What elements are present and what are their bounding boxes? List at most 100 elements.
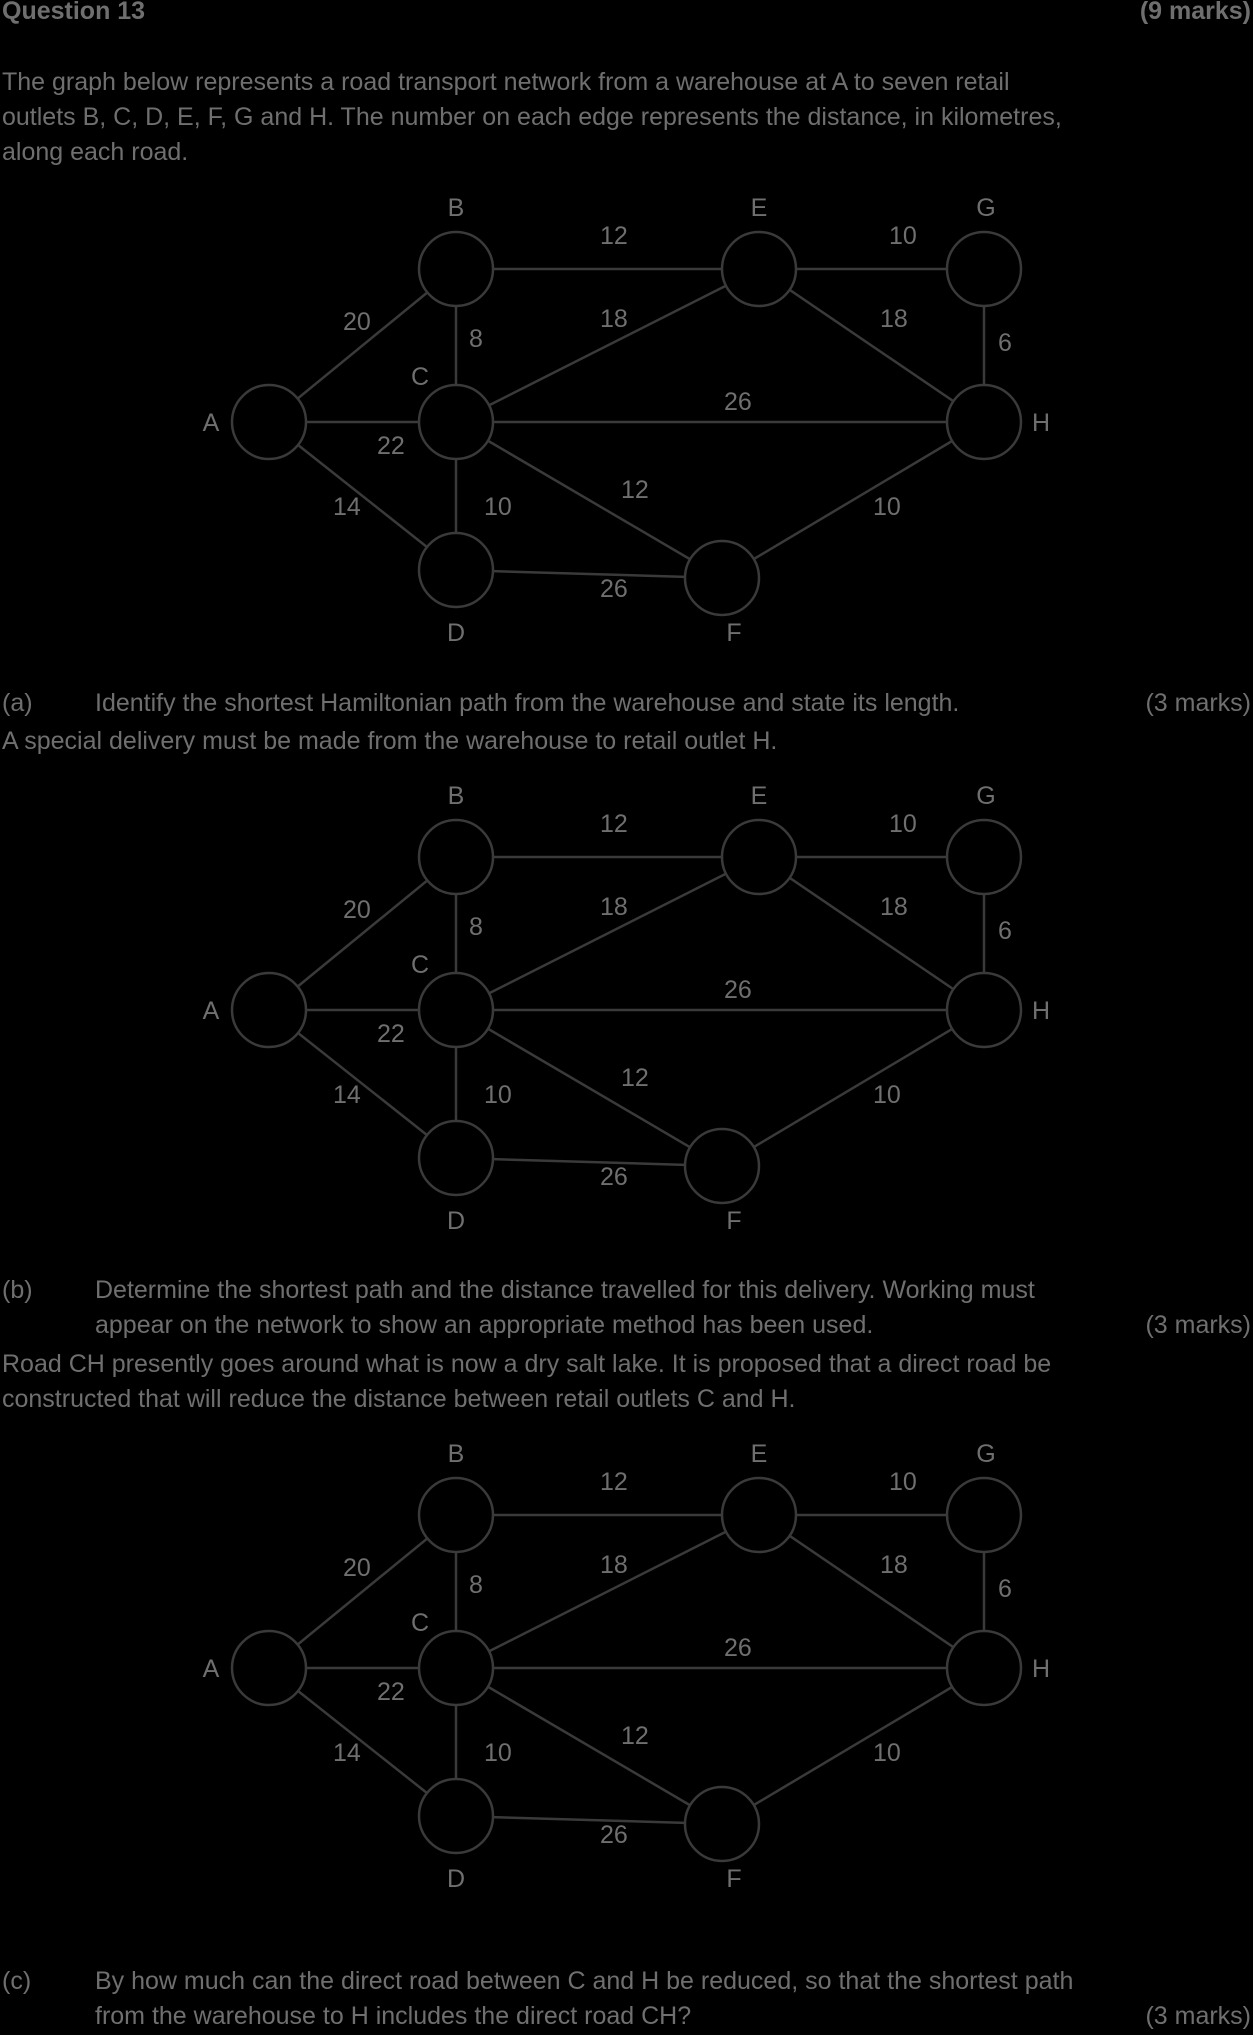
graph2-edge-ab [268, 856, 457, 1011]
graph2-node-label-f: F [726, 1207, 741, 1235]
graph3-edge-weight-ch: 26 [724, 1634, 752, 1662]
graph2-edge-fh [721, 1008, 985, 1168]
graph2-node-e [720, 818, 798, 896]
graph3-node-label-c: C [411, 1609, 429, 1637]
graph1-edge-weight-eg: 10 [889, 222, 917, 250]
graph1-node-label-h: H [1032, 409, 1050, 437]
intro-line-3: along each road. [2, 138, 189, 166]
graph3-node-h [945, 1629, 1023, 1707]
graph3-node-label-a: A [203, 1655, 220, 1683]
graph2-node-a [230, 971, 308, 1049]
graph1-edge-fh [721, 420, 985, 580]
graph2-node-label-d: D [447, 1207, 465, 1235]
graph3-node-label-b: B [448, 1440, 465, 1468]
graph2-node-label-a: A [203, 997, 220, 1025]
graph2-edge-weight-ad: 14 [333, 1081, 361, 1109]
graph1-edge-eh [758, 267, 985, 424]
part-a-marks: (3 marks) [1145, 689, 1251, 717]
graph3-edge-weight-cd: 10 [484, 1739, 512, 1767]
part-c-marks: (3 marks) [1145, 2002, 1251, 2030]
graph3-node-label-f: F [726, 1865, 741, 1893]
graph1-edge-weight-ch: 26 [724, 388, 752, 416]
graph3-node-label-h: H [1032, 1655, 1050, 1683]
graph1-edge-weight-ac: 22 [377, 432, 405, 460]
graph2-edge-weight-ce: 18 [600, 893, 628, 921]
part-a-followup: A special delivery must be made from the… [2, 727, 778, 755]
question-title: Question 13 [2, 0, 146, 25]
graph2-node-c [417, 971, 495, 1049]
graph2-edge-weight-gh: 6 [998, 917, 1012, 945]
graph3-edge-weight-ab: 20 [343, 1554, 371, 1582]
part-a-label: (a) [2, 689, 33, 717]
graph1-edge-weight-ad: 14 [333, 493, 361, 521]
graph3-node-f [683, 1785, 761, 1863]
network-graph-1: A B C D E F G H 20 22 14 8 12 18 26 12 10 26 10 18 6 10 [203, 194, 1050, 647]
graph2-node-label-c: C [411, 951, 429, 979]
graph1-node-c [417, 383, 495, 461]
graph1-edge-weight-df: 26 [600, 575, 628, 603]
graph1-node-label-b: B [448, 194, 465, 222]
graph1-edge-weight-eh: 18 [880, 305, 908, 333]
graph3-node-d [417, 1777, 495, 1855]
graph3-node-label-d: D [447, 1865, 465, 1893]
graph3-edge-df [455, 1814, 723, 1826]
graph3-edge-ce [455, 1513, 760, 1670]
graph1-edge-cf [455, 420, 723, 580]
graph3-edge-cf [455, 1666, 723, 1826]
graph2-edge-weight-bc: 8 [469, 913, 483, 941]
graph1-node-label-c: C [411, 363, 429, 391]
graph2-edge-weight-eg: 10 [889, 810, 917, 838]
graph3-edge-weight-eg: 10 [889, 1468, 917, 1496]
graph2-node-h [945, 971, 1023, 1049]
graph1-edge-ce [455, 267, 760, 424]
graph2-edge-weight-df: 26 [600, 1163, 628, 1191]
part-c-label: (c) [2, 1967, 32, 1995]
graph1-edge-weight-be: 12 [600, 222, 628, 250]
network-graph-2: A B C D E F G H 20 22 14 8 12 18 26 12 10 26 10 18 6 10 [203, 782, 1050, 1235]
graph1-edge-weight-fh: 10 [873, 493, 901, 521]
graph3-edge-ad [268, 1667, 457, 1817]
graph2-node-label-b: B [448, 782, 465, 810]
graph3-edge-weight-ad: 14 [333, 1739, 361, 1767]
graph3-edge-fh [721, 1666, 985, 1826]
part-c-line-2: from the warehouse to H includes the dir… [95, 2002, 692, 2030]
graph1-edge-weight-cd: 10 [484, 493, 512, 521]
graph1-node-d [417, 531, 495, 609]
graph3-edge-weight-ac: 22 [377, 1678, 405, 1706]
graph1-node-e [720, 230, 798, 308]
graph2-edge-weight-cd: 10 [484, 1081, 512, 1109]
graph1-node-label-e: E [751, 194, 768, 222]
part-b-followup-1: Road CH presently goes around what is no… [2, 1350, 1052, 1378]
graph1-node-h [945, 383, 1023, 461]
graph1-node-f [683, 539, 761, 617]
graph3-edge-weight-df: 26 [600, 1821, 628, 1849]
graph1-node-label-d: D [447, 619, 465, 647]
part-b-marks: (3 marks) [1145, 1311, 1251, 1339]
graph2-edge-df [455, 1156, 723, 1168]
graph1-edge-df [455, 568, 723, 580]
graph3-node-e [720, 1476, 798, 1554]
graph3-node-label-g: G [976, 1440, 995, 1468]
graph2-node-f [683, 1127, 761, 1205]
graph2-edge-weight-fh: 10 [873, 1081, 901, 1109]
part-a-question: Identify the shortest Hamiltonian path f… [95, 689, 960, 717]
graph2-edge-weight-cf: 12 [621, 1064, 649, 1092]
graph3-node-a [230, 1629, 308, 1707]
part-c-line-1: By how much can the direct road between … [95, 1967, 1074, 1995]
part-b-label: (b) [2, 1276, 33, 1304]
graph2-edge-weight-ac: 22 [377, 1020, 405, 1048]
graph3-edge-weight-gh: 6 [998, 1575, 1012, 1603]
graph3-node-label-e: E [751, 1440, 768, 1468]
graph2-node-label-h: H [1032, 997, 1050, 1025]
graph1-edge-weight-cf: 12 [621, 476, 649, 504]
graph2-node-g [945, 818, 1023, 896]
graph2-node-label-e: E [751, 782, 768, 810]
graph1-edge-weight-ab: 20 [343, 308, 371, 336]
graph2-edge-weight-eh: 18 [880, 893, 908, 921]
graph3-edge-weight-cf: 12 [621, 1722, 649, 1750]
graph1-node-b [417, 230, 495, 308]
graph1-edge-weight-gh: 6 [998, 329, 1012, 357]
graph2-edge-weight-ch: 26 [724, 976, 752, 1004]
graph1-edge-ad [268, 421, 457, 571]
graph3-edge-weight-ce: 18 [600, 1551, 628, 1579]
